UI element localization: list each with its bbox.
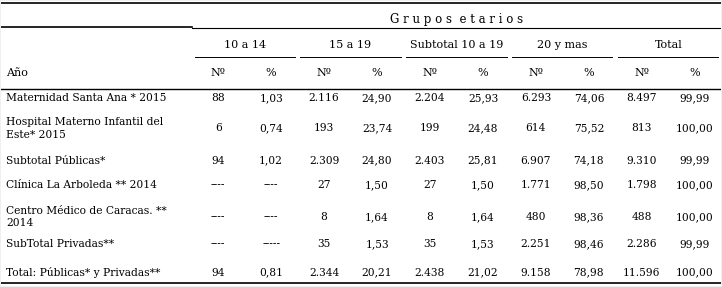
Text: 25,81: 25,81 [468, 156, 498, 166]
Text: ----: ---- [211, 181, 225, 191]
Text: 98,46: 98,46 [574, 239, 604, 249]
Text: 1,50: 1,50 [365, 181, 389, 191]
Text: 21,02: 21,02 [468, 267, 498, 278]
Text: ----: ---- [264, 181, 279, 191]
Text: 100,00: 100,00 [676, 212, 714, 222]
Text: 94: 94 [212, 156, 225, 166]
Text: 2.116: 2.116 [309, 93, 339, 103]
Text: 1,50: 1,50 [471, 181, 495, 191]
Text: 2.344: 2.344 [309, 267, 339, 278]
Text: 2.438: 2.438 [415, 267, 445, 278]
Text: -----: ----- [262, 239, 280, 249]
Text: 1,02: 1,02 [259, 156, 283, 166]
Text: Subtotal Públicas*: Subtotal Públicas* [6, 156, 106, 166]
Text: 9.310: 9.310 [627, 156, 657, 166]
Text: 2.309: 2.309 [309, 156, 339, 166]
Text: ----: ---- [264, 212, 279, 222]
Text: 2.204: 2.204 [414, 93, 445, 103]
Text: %: % [583, 68, 594, 78]
Text: 15 a 19: 15 a 19 [329, 40, 372, 50]
Text: 27: 27 [423, 181, 437, 191]
Text: 98,36: 98,36 [574, 212, 604, 222]
Text: Centro Médico de Caracas. **
2014: Centro Médico de Caracas. ** 2014 [6, 206, 168, 228]
Text: Total: Públicas* y Privadas**: Total: Públicas* y Privadas** [6, 267, 161, 278]
Text: 488: 488 [632, 212, 652, 222]
Text: G r u p o s  e t a r i o s: G r u p o s e t a r i o s [390, 13, 523, 26]
Text: 75,52: 75,52 [574, 123, 604, 133]
Text: Clínica La Arboleda ** 2014: Clínica La Arboleda ** 2014 [6, 181, 157, 191]
Text: 2.286: 2.286 [627, 239, 657, 249]
Text: Año: Año [6, 68, 28, 78]
Text: Nº: Nº [529, 68, 544, 78]
Text: 24,80: 24,80 [362, 156, 392, 166]
Text: 6.907: 6.907 [521, 156, 551, 166]
Text: 24,90: 24,90 [362, 93, 392, 103]
Text: 35: 35 [318, 239, 331, 249]
Text: 94: 94 [212, 267, 225, 278]
Text: 480: 480 [526, 212, 546, 222]
Text: 74,06: 74,06 [574, 93, 604, 103]
Text: 9.158: 9.158 [521, 267, 551, 278]
Text: 23,74: 23,74 [362, 123, 392, 133]
Text: Hospital Materno Infantil del
Este* 2015: Hospital Materno Infantil del Este* 2015 [6, 117, 164, 139]
Text: Maternidad Santa Ana * 2015: Maternidad Santa Ana * 2015 [6, 93, 167, 103]
Text: 1,53: 1,53 [471, 239, 495, 249]
Text: ----: ---- [211, 212, 225, 222]
Text: 99,99: 99,99 [679, 156, 710, 166]
Text: 2.403: 2.403 [415, 156, 445, 166]
Text: 98,50: 98,50 [573, 181, 604, 191]
Text: 2.251: 2.251 [521, 239, 551, 249]
Text: SubTotal Privadas**: SubTotal Privadas** [6, 239, 115, 249]
Text: 1,53: 1,53 [365, 239, 389, 249]
Text: 0,74: 0,74 [259, 123, 283, 133]
Text: 8.497: 8.497 [627, 93, 657, 103]
Text: Subtotal 10 a 19: Subtotal 10 a 19 [410, 40, 503, 50]
Text: 1,64: 1,64 [471, 212, 495, 222]
Text: ----: ---- [211, 239, 225, 249]
Text: Nº: Nº [422, 68, 438, 78]
Text: 1,03: 1,03 [259, 93, 283, 103]
Text: 100,00: 100,00 [676, 123, 714, 133]
Text: Nº: Nº [211, 68, 226, 78]
Text: 78,98: 78,98 [573, 267, 604, 278]
Text: 25,93: 25,93 [468, 93, 498, 103]
Text: %: % [372, 68, 383, 78]
Text: 193: 193 [314, 123, 334, 133]
Text: 1.771: 1.771 [521, 181, 551, 191]
Text: 99,99: 99,99 [679, 93, 710, 103]
Text: 614: 614 [526, 123, 546, 133]
Text: 1.798: 1.798 [627, 181, 657, 191]
Text: 8: 8 [321, 212, 328, 222]
Text: 11.596: 11.596 [623, 267, 661, 278]
Text: 20,21: 20,21 [362, 267, 392, 278]
Text: 24,48: 24,48 [468, 123, 498, 133]
Text: 74,18: 74,18 [573, 156, 604, 166]
Text: 99,99: 99,99 [679, 239, 710, 249]
Text: 1,64: 1,64 [365, 212, 389, 222]
Text: Total: Total [654, 40, 682, 50]
Text: 88: 88 [212, 93, 225, 103]
Text: 20 y mas: 20 y mas [537, 40, 588, 50]
Text: %: % [690, 68, 700, 78]
Text: 8: 8 [427, 212, 433, 222]
Text: 199: 199 [419, 123, 440, 133]
Text: 10 a 14: 10 a 14 [224, 40, 266, 50]
Text: 6.293: 6.293 [521, 93, 551, 103]
Text: Nº: Nº [635, 68, 649, 78]
Text: %: % [478, 68, 488, 78]
Text: 35: 35 [423, 239, 437, 249]
Text: Nº: Nº [316, 68, 331, 78]
Text: 6: 6 [214, 123, 222, 133]
Text: 813: 813 [632, 123, 652, 133]
Text: 27: 27 [317, 181, 331, 191]
Text: 0,81: 0,81 [259, 267, 283, 278]
Text: 100,00: 100,00 [676, 267, 714, 278]
Text: %: % [266, 68, 277, 78]
Text: 100,00: 100,00 [676, 181, 714, 191]
